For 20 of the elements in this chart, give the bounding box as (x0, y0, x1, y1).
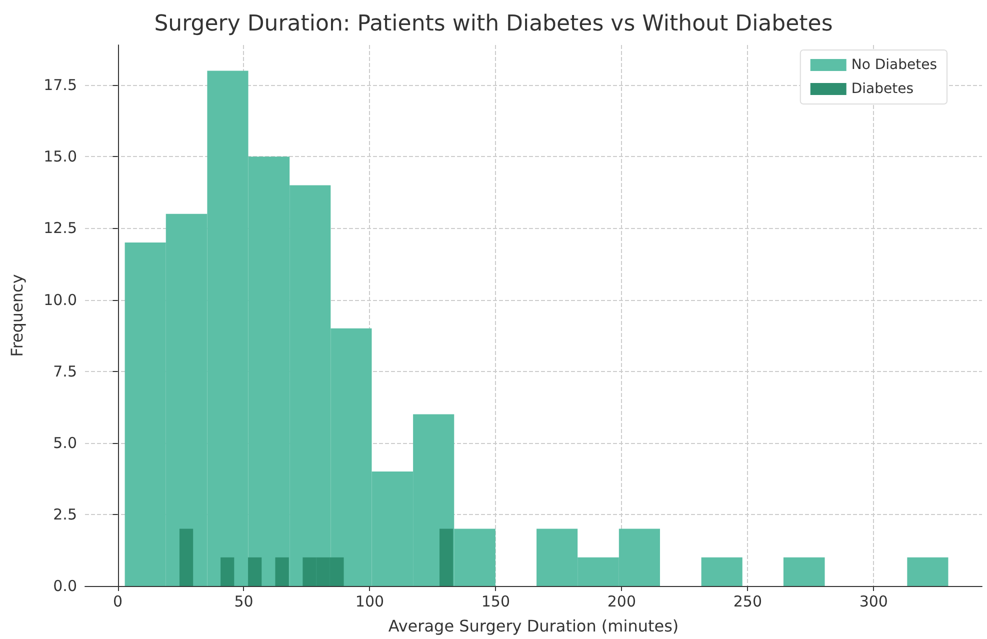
x-tick-label: 250 (733, 592, 762, 610)
x-tick-label: 50 (234, 592, 254, 610)
legend-label: Diabetes (851, 81, 914, 97)
y-tick-label: 15.0 (44, 148, 77, 166)
y-axis-title: Frequency (8, 274, 26, 357)
x-tick-label: 0 (112, 592, 123, 610)
x-tick-label: 150 (481, 592, 510, 610)
x-tick-label: 300 (859, 592, 888, 610)
chart-title: Surgery Duration: Patients with Diabetes vs Without Diabetes (154, 12, 833, 36)
x-tick-label: 200 (607, 592, 636, 610)
y-tick-label: 10.0 (44, 290, 77, 309)
legend-label: No Diabetes (851, 57, 938, 73)
y-tick-label: 0.0 (53, 577, 77, 595)
x-tick-label: 100 (355, 592, 384, 610)
y-tick-label: 7.5 (53, 362, 77, 380)
y-tick-label: 2.5 (53, 505, 77, 524)
y-tick-label: 5.0 (53, 434, 77, 452)
y-tick-label: 17.5 (44, 76, 77, 94)
x-axis-title: Average Surgery Duration (minutes) (388, 616, 679, 636)
y-tick-label: 12.5 (44, 219, 77, 238)
